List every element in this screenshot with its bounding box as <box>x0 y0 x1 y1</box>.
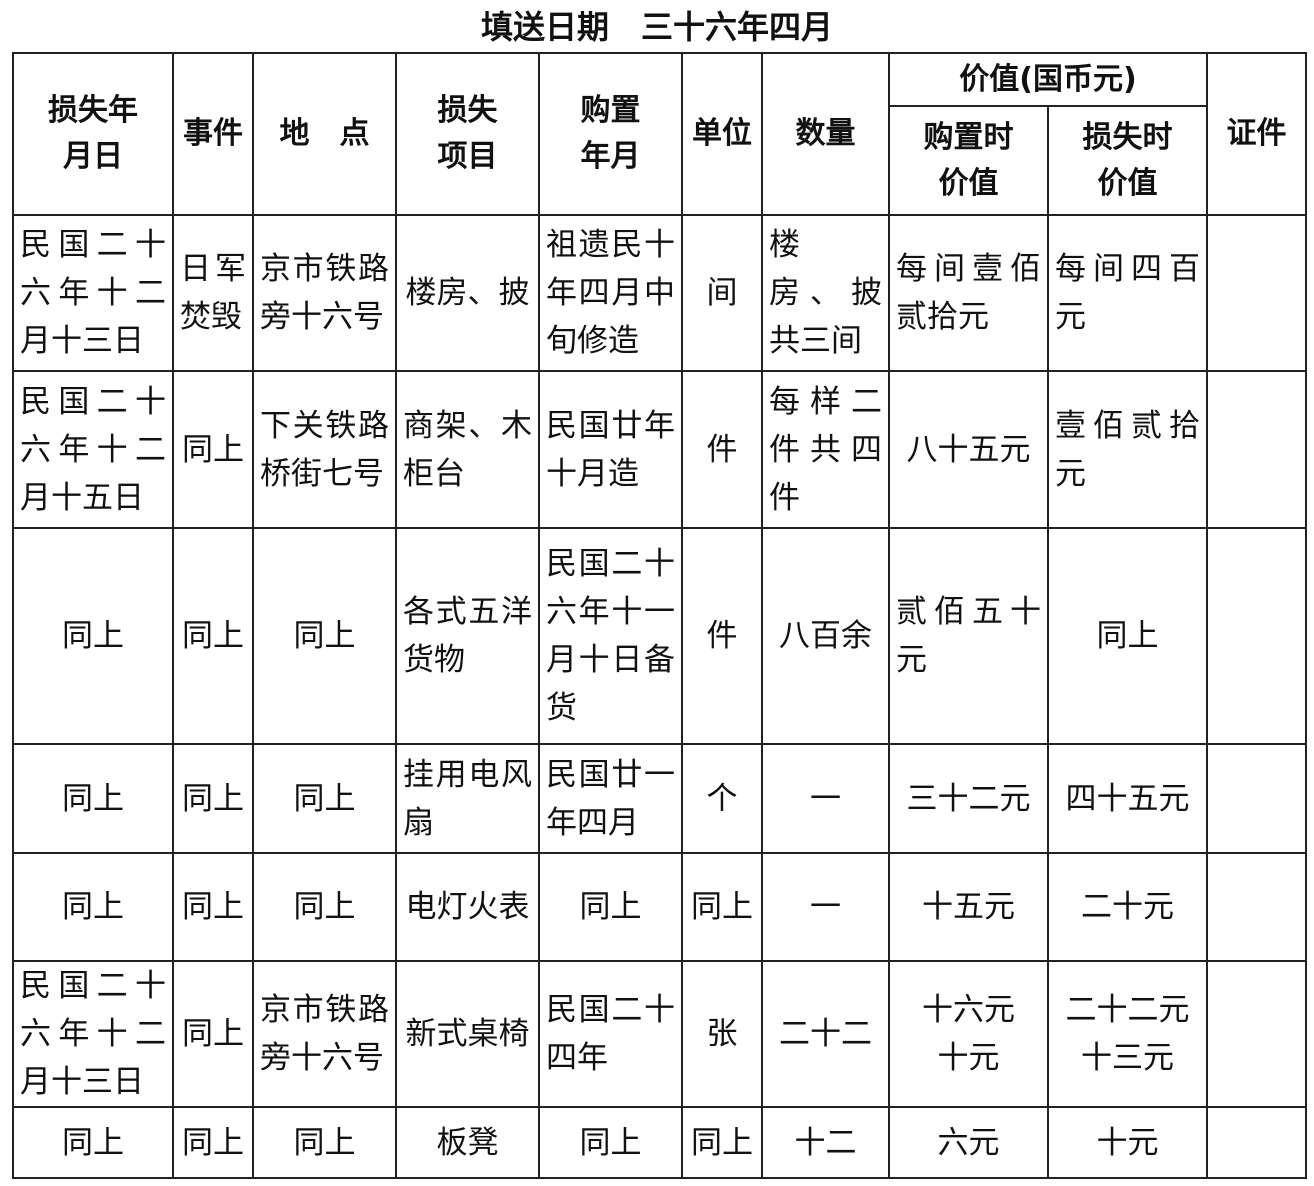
header-event: 事件 <box>172 52 254 216</box>
cell-value-loss: 四十五元 <box>1046 743 1209 854</box>
cell-item: 楼房、披 <box>395 214 540 372</box>
cell-purchase-date: 民国二十六年十一月十日备货 <box>538 527 683 745</box>
cell-evidence <box>1206 743 1308 854</box>
cell-event: 日军焚毁 <box>172 214 254 372</box>
cell-place: 同上 <box>252 1106 397 1179</box>
table-row: 民国二十六年十二月十三日 日军焚毁 京市铁路旁十六号 楼房、披 祖遗民十年四月中旬修造间… <box>12 214 1308 372</box>
cell-quantity: 二十二 <box>761 960 890 1108</box>
cell-value-purchase: 每间壹佰贰拾元 <box>888 214 1049 372</box>
cell-purchase-date: 祖遗民十年四月中旬修造 <box>538 214 683 372</box>
cell-evidence <box>1206 527 1308 745</box>
header-date: 损失年月日 <box>12 52 174 216</box>
cell-event: 同上 <box>172 743 254 854</box>
cell-quantity: 十二 <box>761 1106 890 1179</box>
cell-unit: 同上 <box>681 1106 763 1179</box>
cell-item: 商架、木柜台 <box>395 370 540 529</box>
cell-value-purchase: 十六元 十元 <box>888 960 1049 1108</box>
cell-unit: 同上 <box>681 852 763 962</box>
cell-quantity: 每样二件共四件 <box>761 370 890 529</box>
cell-value-loss: 每间四百元 <box>1046 214 1209 372</box>
cell-quantity: 一 <box>761 852 890 962</box>
cell-unit: 张 <box>681 960 763 1108</box>
cell-loss-date: 民国二十六年十二月十三日 <box>12 960 174 1108</box>
cell-event: 同上 <box>172 852 254 962</box>
cell-place: 京市铁路旁十六号 <box>252 960 397 1108</box>
cell-purchase-date: 同上 <box>538 1106 683 1179</box>
cell-quantity: 八百余 <box>761 527 890 745</box>
cell-place: 同上 <box>252 743 397 854</box>
table-row: 同上 同上 同上 电灯火表 同上 同上一十五元 二十元 <box>12 852 1308 962</box>
cell-place: 同上 <box>252 527 397 745</box>
cell-loss-date: 同上 <box>12 852 174 962</box>
cell-purchase-date: 同上 <box>538 852 683 962</box>
cell-event: 同上 <box>172 1106 254 1179</box>
cell-evidence <box>1206 214 1308 372</box>
table-row: 同上 同上 同上 板凳 同上 同上 十二 六元 十元 <box>12 1106 1308 1179</box>
table-row: 同上 同上 同上 挂用电风扇 民国廿一年四月个一三十二元 四十五元 <box>12 743 1308 854</box>
header-quantity: 数量 <box>761 52 890 216</box>
header-value-loss: 损失时价值 <box>1046 105 1209 216</box>
cell-event: 同上 <box>172 370 254 529</box>
cell-value-purchase: 八十五元 <box>888 370 1049 529</box>
cell-value-purchase: 三十二元 <box>888 743 1049 854</box>
header-purchase-date: 购置年月 <box>538 52 683 216</box>
cell-value-purchase: 十五元 <box>888 852 1049 962</box>
header-evidence: 证件 <box>1206 52 1308 216</box>
header-value-purchase: 购置时价值 <box>888 105 1049 216</box>
cell-item: 电灯火表 <box>395 852 540 962</box>
cell-item: 新式桌椅 <box>395 960 540 1108</box>
table-row: 民国二十六年十二月十三日 同上 京市铁路旁十六号 新式桌椅 民国二十四年张二十二 十六元 … <box>12 960 1308 1108</box>
header-place: 地 点 <box>252 52 397 216</box>
cell-value-purchase: 贰佰五十元 <box>888 527 1049 745</box>
cell-loss-date: 民国二十六年十二月十五日 <box>12 370 174 529</box>
cell-place: 同上 <box>252 852 397 962</box>
cell-event: 同上 <box>172 527 254 745</box>
cell-loss-date: 同上 <box>12 743 174 854</box>
cell-place: 京市铁路旁十六号 <box>252 214 397 372</box>
cell-value-loss: 二十二元 十三元 <box>1046 960 1209 1108</box>
cell-loss-date: 同上 <box>12 1106 174 1179</box>
loss-report-table: 损失年月日 事件 地 点 损失项目 购置年月 单位 数量 价值(国币元) 证件 … <box>12 52 1308 1179</box>
cell-purchase-date: 民国廿年十月造 <box>538 370 683 529</box>
cell-evidence <box>1206 1106 1308 1179</box>
cell-loss-date: 同上 <box>12 527 174 745</box>
cell-place: 下关铁路桥街七号 <box>252 370 397 529</box>
cell-value-loss: 同上 <box>1046 527 1209 745</box>
cell-evidence <box>1206 370 1308 529</box>
form-date-title: 填送日期 三十六年四月 <box>480 8 833 46</box>
cell-quantity: 楼 房、披共三间 <box>761 214 890 372</box>
cell-loss-date: 民国二十六年十二月十三日 <box>12 214 174 372</box>
table-row: 同上 同上 同上 各式五洋货物 民国二十六年十一月十日备货件八百余 贰佰五十元 同上 <box>12 527 1308 745</box>
header-item: 损失项目 <box>395 52 540 216</box>
cell-purchase-date: 民国廿一年四月 <box>538 743 683 854</box>
cell-unit: 件 <box>681 527 763 745</box>
cell-event: 同上 <box>172 960 254 1108</box>
cell-purchase-date: 民国二十四年 <box>538 960 683 1108</box>
cell-quantity: 一 <box>761 743 890 854</box>
header-unit: 单位 <box>681 52 763 216</box>
cell-value-loss: 壹佰贰拾元 <box>1046 370 1209 529</box>
cell-unit: 个 <box>681 743 763 854</box>
cell-evidence <box>1206 852 1308 962</box>
cell-item: 挂用电风扇 <box>395 743 540 854</box>
cell-value-loss: 十元 <box>1046 1106 1209 1179</box>
cell-value-loss: 二十元 <box>1046 852 1209 962</box>
cell-unit: 件 <box>681 370 763 529</box>
header-value-group: 价值(国币元) <box>887 52 1209 107</box>
table-row: 民国二十六年十二月十五日 同上 下关铁路桥街七号 商架、木柜台 民国廿年十月造件每样二件… <box>12 370 1308 529</box>
cell-value-purchase: 六元 <box>888 1106 1049 1179</box>
cell-evidence <box>1206 960 1308 1108</box>
cell-unit: 间 <box>681 214 763 372</box>
cell-item: 各式五洋货物 <box>395 527 540 745</box>
cell-item: 板凳 <box>395 1106 540 1179</box>
